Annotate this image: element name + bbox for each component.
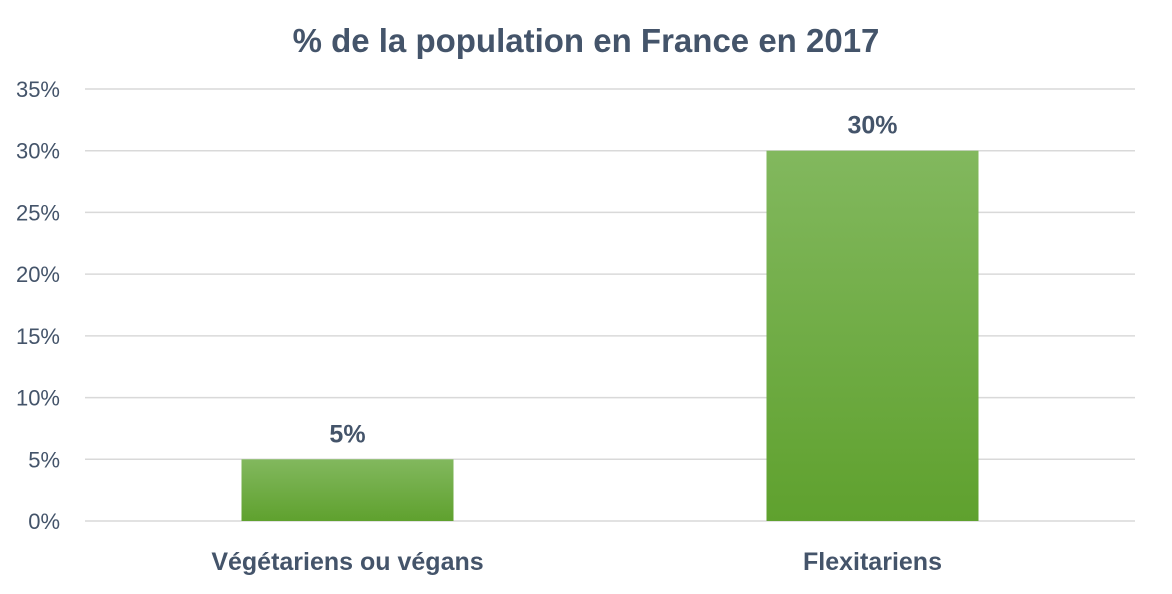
x-category-label: Flexitariens	[803, 548, 942, 576]
x-axis-categories: Végétariens ou végans Flexitariens	[211, 548, 942, 576]
y-tick-label: 25%	[16, 200, 60, 225]
bar	[241, 459, 454, 521]
y-tick-label: 15%	[16, 324, 60, 349]
chart-title: % de la population en France en 2017	[293, 22, 880, 59]
bar	[766, 150, 979, 521]
y-tick-label: 35%	[16, 77, 60, 102]
y-tick-label: 5%	[28, 447, 60, 472]
x-category-label: Végétariens ou végans	[211, 548, 483, 576]
y-axis-ticks: 0% 5% 10% 15% 20% 25% 30% 35%	[16, 77, 60, 534]
data-label: 30%	[847, 112, 897, 140]
bars	[241, 150, 979, 521]
y-tick-label: 30%	[16, 139, 60, 164]
y-tick-label: 20%	[16, 262, 60, 287]
y-tick-label: 10%	[16, 386, 60, 411]
data-labels: 5% 30%	[329, 112, 897, 449]
y-tick-label: 0%	[28, 509, 60, 534]
data-label: 5%	[329, 420, 365, 448]
